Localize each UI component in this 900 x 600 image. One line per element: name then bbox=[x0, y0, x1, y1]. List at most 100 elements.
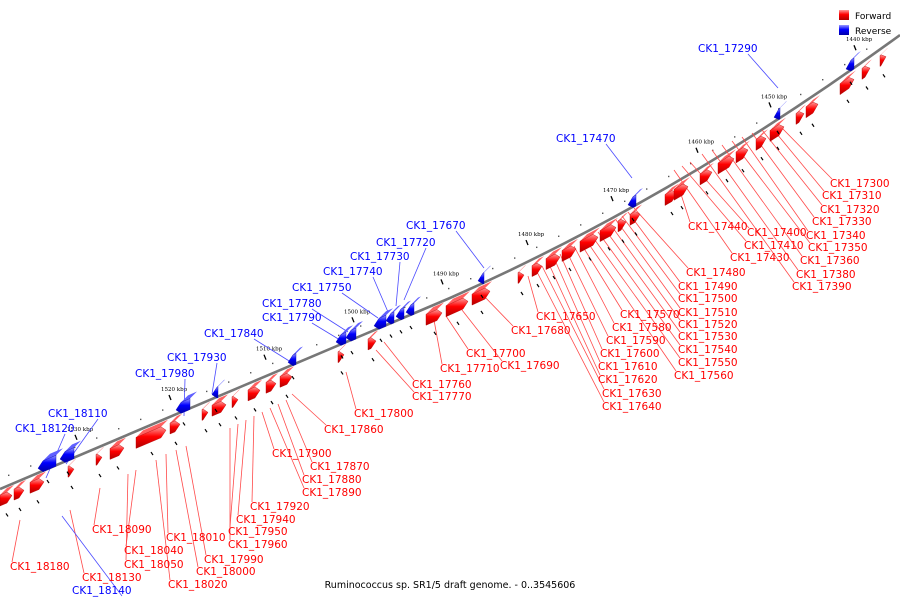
forward-leader-line bbox=[559, 253, 603, 350]
reverse-leader-line bbox=[311, 322, 341, 341]
axis-tick-label: 1530 kbp bbox=[67, 427, 94, 433]
reverse-gene-label: CK1_17740 bbox=[323, 266, 383, 278]
forward-gene bbox=[109, 437, 126, 470]
forward-gene-label: CK1_17690 bbox=[500, 360, 560, 372]
axis-dot bbox=[756, 122, 758, 124]
forward-leader-line bbox=[285, 399, 313, 463]
axis-dot bbox=[316, 344, 318, 346]
forward-gene bbox=[0, 485, 14, 517]
reverse-gene bbox=[373, 308, 393, 343]
forward-gene bbox=[579, 227, 600, 261]
axis-dot bbox=[580, 224, 582, 226]
forward-gene-label: CK1_17380 bbox=[796, 269, 856, 281]
reverse-gene-label: CK1_18120 bbox=[15, 423, 75, 435]
axis-dot bbox=[536, 246, 538, 249]
forward-gene-label: CK1_17520 bbox=[678, 319, 738, 331]
legend-reverse-swatch bbox=[839, 25, 849, 35]
forward-gene-label: CK1_17760 bbox=[412, 379, 472, 391]
forward-gene-label: CK1_17480 bbox=[686, 267, 746, 279]
forward-gene-label: CK1_17650 bbox=[536, 311, 596, 323]
forward-gene bbox=[279, 366, 294, 399]
forward-leader-line bbox=[345, 371, 357, 410]
forward-gene-label: CK1_17410 bbox=[744, 240, 804, 252]
reverse-gene-label: CK1_17930 bbox=[167, 352, 227, 364]
axis-tick-label: 1510 kbp bbox=[256, 347, 283, 353]
forward-gene-label: CK1_17390 bbox=[792, 281, 852, 293]
forward-leader-line bbox=[771, 127, 825, 192]
forward-leader-line bbox=[433, 319, 443, 365]
forward-gene bbox=[861, 59, 872, 90]
forward-leader-line bbox=[701, 153, 795, 283]
forward-gene-label: CK1_18010 bbox=[166, 532, 226, 544]
forward-leader-line bbox=[461, 309, 503, 362]
forward-gene-label: CK1_18000 bbox=[196, 566, 256, 578]
legend: Forward Reverse bbox=[839, 10, 892, 37]
forward-gene-label: CK1_17900 bbox=[272, 448, 332, 460]
axis-tick-label: 1490 kbp bbox=[433, 271, 460, 277]
forward-leader-line bbox=[609, 223, 681, 321]
forward-leader-line bbox=[251, 415, 255, 503]
forward-leader-line bbox=[633, 207, 689, 269]
forward-gene bbox=[561, 238, 578, 272]
forward-leader-line bbox=[565, 249, 609, 337]
forward-leader-line bbox=[673, 169, 733, 254]
forward-gene-label: CK1_17620 bbox=[598, 374, 658, 386]
forward-gene bbox=[755, 129, 768, 161]
forward-gene bbox=[599, 217, 618, 251]
axis-dot bbox=[228, 381, 230, 383]
forward-leader-line bbox=[291, 393, 327, 426]
axis-tick bbox=[525, 239, 529, 246]
forward-leader-line bbox=[125, 473, 129, 561]
forward-gene bbox=[425, 302, 444, 336]
forward-leader-line bbox=[621, 215, 681, 295]
forward-leader-line bbox=[615, 219, 681, 309]
axis-tick-label: 1480 kbp bbox=[518, 232, 545, 238]
forward-leader-line bbox=[541, 265, 605, 390]
forward-gene-label: CK1_17640 bbox=[602, 401, 662, 413]
reverse-leader-line bbox=[403, 247, 427, 301]
axis-tick-label: 1460 kbp bbox=[688, 140, 715, 146]
forward-gene-label: CK1_18050 bbox=[124, 559, 184, 571]
forward-gene bbox=[247, 379, 262, 412]
forward-gene-label: CK1_17500 bbox=[678, 293, 738, 305]
forward-leader-line bbox=[573, 245, 615, 324]
forward-gene bbox=[805, 95, 820, 128]
reverse-gene-label: CK1_17290 bbox=[698, 43, 758, 55]
axis-ticks: 1440 kbp 1450 kbp 1460 kbp 1470 kbp 1480 kbp… bbox=[67, 37, 873, 441]
forward-gene bbox=[673, 177, 690, 210]
forward-gene bbox=[517, 264, 526, 296]
forward-leader-line bbox=[481, 293, 514, 327]
reverse-gene bbox=[287, 346, 303, 380]
reverse-leader-line bbox=[605, 143, 633, 179]
reverse-gene-label: CK1_17730 bbox=[350, 251, 410, 263]
reverse-gene-label: CK1_18140 bbox=[72, 585, 132, 597]
reverse-gene bbox=[477, 265, 491, 299]
axis-dot bbox=[140, 418, 142, 421]
forward-gene bbox=[545, 247, 562, 280]
forward-gene-label: CK1_17920 bbox=[250, 501, 310, 513]
forward-gene-label: CK1_17710 bbox=[440, 363, 500, 375]
forward-leader-line bbox=[585, 239, 677, 372]
forward-gene-label: CK1_17800 bbox=[354, 408, 414, 420]
forward-gene-label: CK1_17960 bbox=[228, 539, 288, 551]
axis-tick bbox=[768, 102, 772, 108]
forward-leader-line bbox=[603, 227, 681, 333]
reverse-leader-line bbox=[455, 230, 485, 269]
forward-gene-label: CK1_17300 bbox=[830, 178, 890, 190]
forward-gene bbox=[445, 291, 470, 326]
forward-gene-label: CK1_17530 bbox=[678, 331, 738, 343]
reverse-gene-label: CK1_17750 bbox=[292, 282, 352, 294]
forward-leader-line bbox=[535, 269, 605, 403]
forward-leader-line bbox=[165, 453, 169, 534]
axis-dot bbox=[492, 267, 494, 270]
axis-tick bbox=[695, 147, 699, 153]
axis-dot bbox=[118, 428, 120, 430]
forward-leader-line bbox=[527, 275, 539, 313]
reverse-leader-line bbox=[395, 261, 401, 307]
axis-dot bbox=[162, 409, 164, 411]
gene-glyphs bbox=[0, 47, 888, 517]
axis-dot bbox=[404, 306, 406, 309]
axis-dot bbox=[646, 188, 648, 190]
forward-gene bbox=[617, 212, 628, 244]
forward-leader-line bbox=[761, 129, 823, 206]
